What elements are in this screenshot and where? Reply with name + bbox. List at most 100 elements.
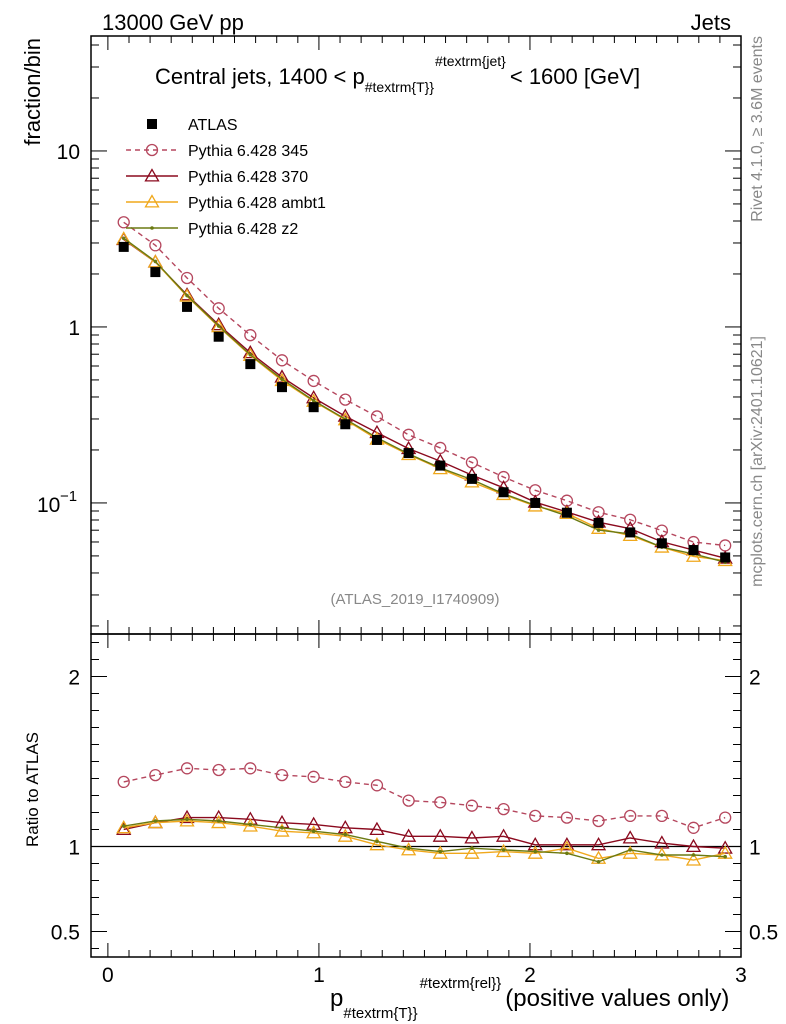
- xlabel-post: (positive values only): [505, 985, 729, 1012]
- main-point-p345: [624, 513, 637, 526]
- ratio-point-z2: [691, 853, 696, 857]
- ratio-y-axis-label: Ratio to ATLAS: [23, 732, 42, 847]
- data-point-atlas: [466, 473, 477, 484]
- ratio-tick-label-left: 2: [68, 667, 80, 690]
- ratio-point-ambt1: [495, 843, 512, 858]
- ratio-point-p345: [307, 770, 320, 783]
- ratio-point-z2: [280, 826, 284, 830]
- data-point-atlas: [118, 241, 129, 252]
- ratio-point-z2: [248, 822, 253, 827]
- data-point-atlas: [340, 419, 351, 430]
- ratio-tick-label-left: 0.5: [51, 922, 80, 945]
- rivet-label: Rivet 4.1.0, ≥ 3.6M events: [749, 36, 766, 222]
- ratio-point-p370: [337, 819, 353, 834]
- ratio-point-p370: [495, 828, 512, 842]
- ratio-point-z2: [121, 824, 126, 828]
- data-point-atlas: [561, 507, 572, 518]
- ratio-point-p345: [370, 779, 384, 792]
- ratio-point-z2: [311, 829, 316, 833]
- main-line-p370: [123, 239, 726, 559]
- main-point-p345: [244, 329, 257, 342]
- main-point-z2: [596, 528, 601, 532]
- legend-marker-ambt1: [144, 194, 160, 208]
- data-point-atlas: [435, 460, 446, 471]
- ratio-line-p370: [123, 816, 726, 849]
- ratio-point-ambt1: [464, 845, 480, 859]
- ratio-point-p345: [497, 802, 510, 816]
- ratio-point-p345: [402, 794, 415, 807]
- chart-title: Central jets, 1400 < p#textrm{T}}#textrm…: [155, 53, 640, 95]
- ratio-point-z2: [723, 854, 727, 859]
- ratio-point-p370: [116, 821, 132, 836]
- data-point-atlas: [182, 301, 193, 312]
- mcplots-label: mcplots.cern.ch [arXiv:2401.10621]: [749, 336, 766, 587]
- main-point-ambt1: [211, 318, 227, 333]
- data-point-atlas: [308, 402, 319, 413]
- ratio-point-ambt1: [369, 836, 385, 851]
- main-line-p345: [123, 221, 726, 547]
- x-tick-label: 3: [735, 964, 747, 987]
- data-point-atlas: [720, 552, 731, 563]
- ratio-point-p370: [622, 830, 638, 844]
- main-point-p345: [307, 374, 320, 388]
- main-point-z2: [311, 398, 316, 403]
- data-point-atlas: [213, 331, 224, 342]
- ratio-point-ambt1: [179, 813, 195, 827]
- main-point-z2: [153, 259, 158, 264]
- title-brace: }: [429, 79, 434, 95]
- ratio-point-p345: [117, 775, 130, 789]
- data-point-atlas: [150, 267, 161, 278]
- main-point-p345: [149, 239, 162, 252]
- main-point-p370: [179, 287, 195, 301]
- main-point-z2: [121, 236, 126, 241]
- title-sup: #textrm{jet}: [435, 53, 506, 69]
- ratio-point-p370: [717, 840, 733, 854]
- ratio-point-p345: [655, 809, 669, 823]
- legend-label-ambt1: Pythia 6.428 ambt1: [188, 195, 326, 212]
- x-axis-label: p#textrm{T}}#textrm{rel}}(positive value…: [330, 975, 729, 1022]
- data-point-atlas: [625, 527, 636, 538]
- ratio-point-z2: [153, 819, 158, 823]
- main-point-ambt1: [685, 548, 702, 562]
- ratio-point-z2: [375, 839, 379, 844]
- ratio-point-p370: [369, 821, 385, 836]
- y-tick-label-exp-power: −1: [60, 488, 77, 505]
- header-left: 13000 GeV pp: [102, 10, 244, 35]
- ratio-point-z2: [501, 848, 506, 852]
- data-point-atlas: [656, 538, 667, 549]
- ratio-tick-label-right: 0.5: [749, 922, 778, 945]
- ratio-point-z2: [438, 849, 443, 854]
- ratio-point-ambt1: [685, 852, 702, 866]
- ratio-point-p345: [560, 811, 574, 824]
- y-tick-label: 1: [68, 317, 80, 340]
- main-point-p345: [117, 216, 130, 229]
- data-point-atlas: [371, 434, 382, 445]
- ratio-point-z2: [660, 853, 664, 857]
- ratio-point-ambt1: [527, 845, 543, 859]
- ratio-point-z2: [533, 849, 538, 854]
- ratio-point-p370: [590, 836, 607, 851]
- main-point-z2: [280, 377, 284, 381]
- data-point-atlas: [498, 487, 509, 498]
- ratio-point-ambt1: [622, 845, 638, 859]
- ratio-tick-label-right: 1: [749, 837, 761, 860]
- ratio-point-p345: [434, 796, 447, 809]
- ratio-point-z2: [343, 832, 348, 837]
- ratio-point-p345: [244, 762, 257, 775]
- ratio-point-z2: [565, 851, 569, 856]
- data-point-atlas: [530, 497, 541, 508]
- ratio-point-p345: [592, 814, 605, 828]
- ratio-point-z2: [470, 846, 474, 850]
- ratio-point-p370: [306, 816, 322, 830]
- data-point-atlas: [245, 359, 256, 370]
- legend-label-atlas: ATLAS: [188, 117, 238, 134]
- x-tick-label: 2: [524, 964, 536, 987]
- legend-label-p345: Pythia 6.428 345: [188, 143, 308, 160]
- main-point-p345: [275, 354, 289, 367]
- main-point-z2: [216, 324, 221, 328]
- ratio-point-p345: [624, 809, 637, 823]
- ratio-point-ambt1: [274, 823, 290, 837]
- ratio-point-p345: [212, 763, 225, 777]
- main-point-p345: [402, 428, 415, 441]
